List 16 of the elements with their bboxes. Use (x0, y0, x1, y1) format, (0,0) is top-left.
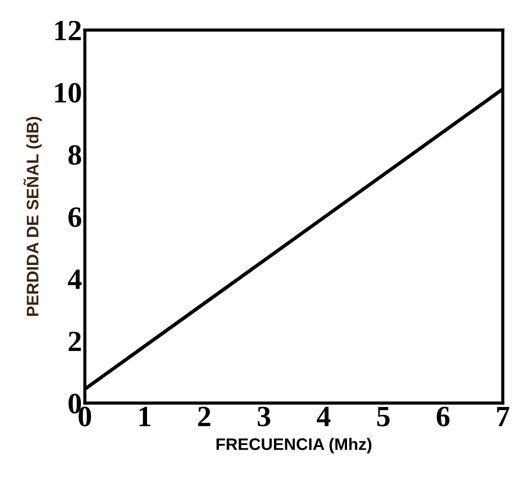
y-tick-label: 8 (68, 145, 82, 165)
y-tick-label: 10 (55, 82, 81, 103)
x-tick-label: 6 (436, 406, 450, 426)
x-axis-title: FRECUENCIA (Mhz) (216, 438, 372, 454)
y-tick-label: 0 (68, 394, 81, 414)
x-tick-label: 7 (497, 406, 510, 426)
x-tick-label: 3 (258, 406, 270, 426)
x-tick-label: 4 (316, 406, 330, 426)
y-tick-label: 6 (68, 207, 82, 227)
y-tick-label: 12 (55, 20, 81, 40)
y-tick-label: 4 (68, 270, 82, 289)
x-tick-label: 2 (198, 406, 210, 426)
y-axis-title: PERDIDA DE SEÑAL (dB) (23, 116, 42, 316)
x-tick-label: 1 (140, 406, 150, 426)
y-tick-label: 2 (68, 332, 81, 352)
x-tick-label: 5 (377, 406, 390, 426)
